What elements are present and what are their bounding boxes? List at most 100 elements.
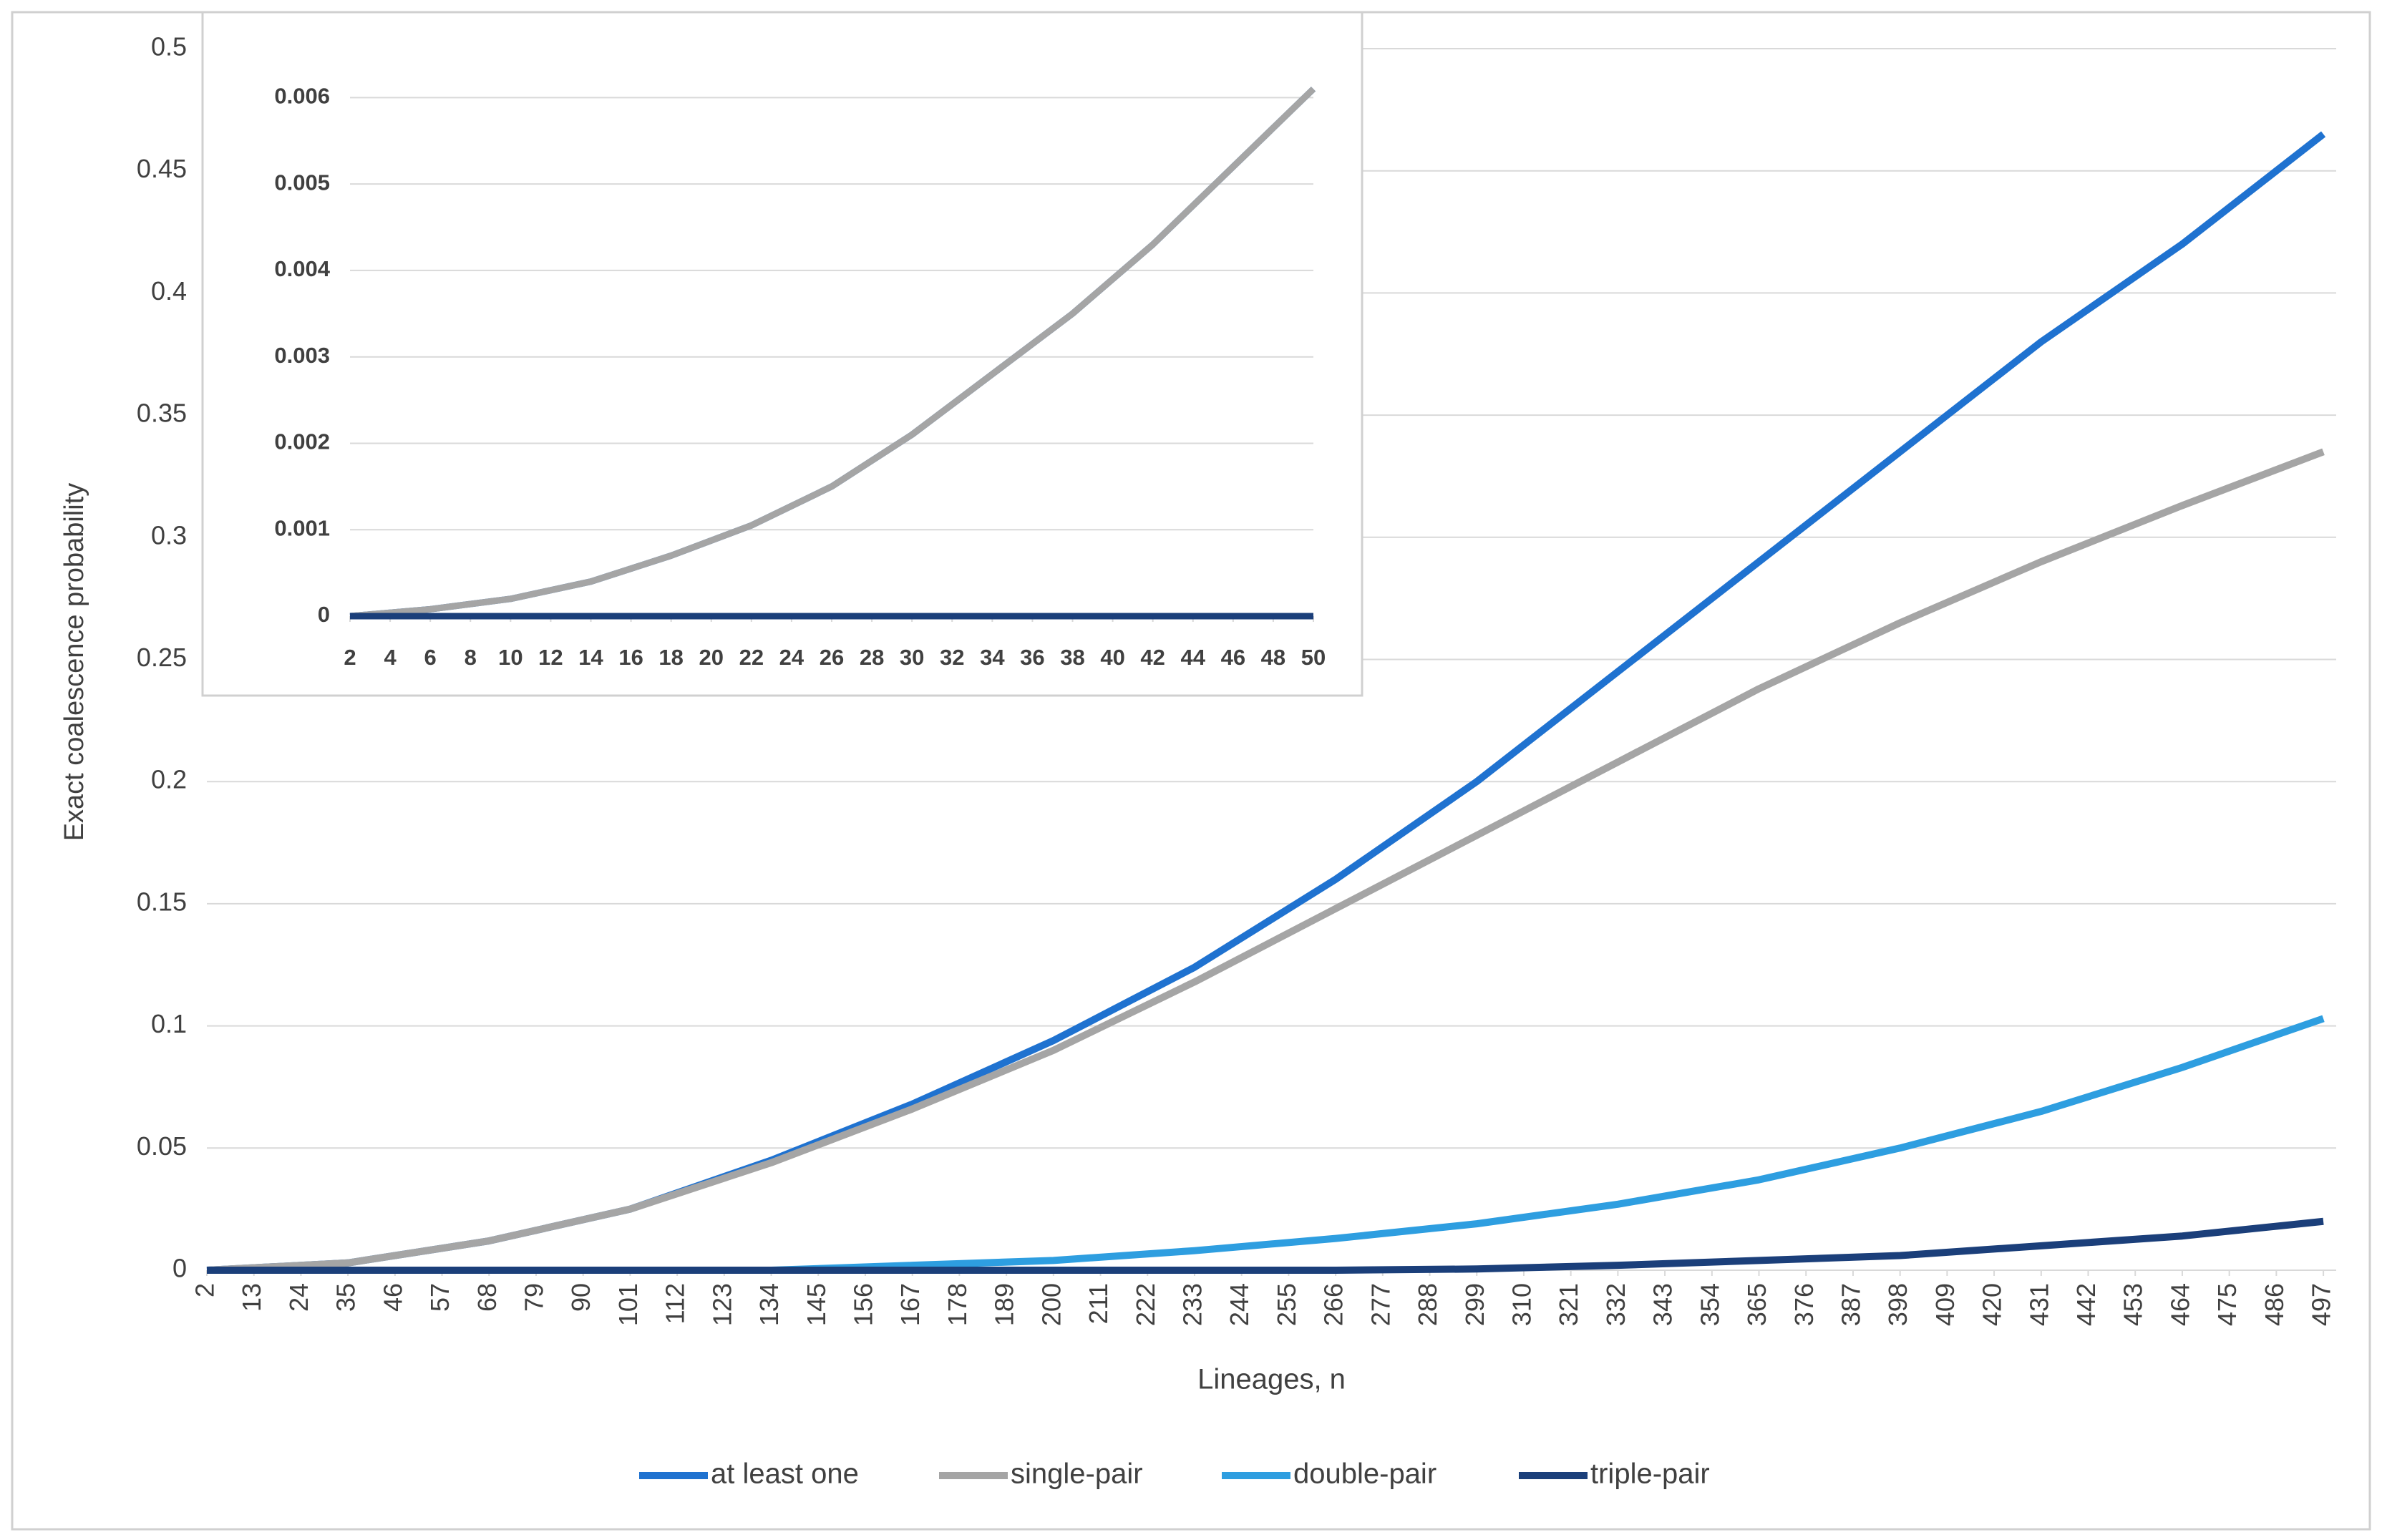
x-tick-label: 16 xyxy=(618,645,643,670)
x-tick-label: 46 xyxy=(1221,645,1245,670)
x-tick-label: 497 xyxy=(2307,1283,2336,1326)
y-tick-label: 0.05 xyxy=(137,1131,187,1161)
x-tick-label: 79 xyxy=(520,1283,549,1312)
x-tick-label: 376 xyxy=(1789,1283,1819,1326)
x-tick-label: 332 xyxy=(1601,1283,1630,1326)
x-tick-label: 30 xyxy=(900,645,924,670)
x-tick-label: 354 xyxy=(1695,1283,1724,1326)
x-tick-label: 57 xyxy=(425,1283,454,1312)
y-tick-label: 0.001 xyxy=(274,515,330,540)
x-tick-label: 112 xyxy=(661,1283,690,1324)
x-tick-label: 48 xyxy=(1261,645,1285,670)
x-tick-label: 398 xyxy=(1883,1283,1912,1326)
x-tick-label: 189 xyxy=(990,1283,1019,1326)
x-tick-label: 156 xyxy=(848,1283,878,1326)
x-tick-label: 46 xyxy=(378,1283,407,1312)
x-tick-label: 40 xyxy=(1100,645,1124,670)
y-tick-label: 0.25 xyxy=(137,643,187,672)
x-tick-label: 211 xyxy=(1084,1283,1113,1324)
x-tick-label: 12 xyxy=(538,645,563,670)
x-tick-label: 420 xyxy=(1978,1283,2007,1326)
x-tick-label: 321 xyxy=(1554,1283,1583,1326)
x-tick-label: 44 xyxy=(1181,645,1206,670)
legend-label: at least one xyxy=(711,1458,859,1490)
x-tick-label: 68 xyxy=(472,1283,502,1312)
x-tick-label: 20 xyxy=(699,645,724,670)
x-tick-label: 255 xyxy=(1272,1283,1301,1326)
x-tick-label: 409 xyxy=(1930,1283,1960,1326)
x-tick-label: 2 xyxy=(344,645,356,670)
y-tick-label: 0.45 xyxy=(137,154,187,183)
x-tick-label: 8 xyxy=(465,645,477,670)
x-tick-label: 299 xyxy=(1460,1283,1489,1326)
y-tick-label: 0.006 xyxy=(274,84,330,109)
x-tick-label: 310 xyxy=(1507,1283,1536,1326)
x-tick-label: 453 xyxy=(2119,1283,2148,1326)
y-tick-label: 0.004 xyxy=(274,256,330,281)
x-tick-label: 4 xyxy=(384,645,397,670)
x-tick-label: 28 xyxy=(860,645,884,670)
main-chart: 0 0.05 0.1 0.15 0.2 0.25 0.3 0.35 0.4 0.45 0.5 2 13 2… xyxy=(59,32,2336,1490)
x-tick-label: 288 xyxy=(1413,1283,1442,1326)
x-tick-label: 277 xyxy=(1366,1283,1395,1326)
x-tick-label: 266 xyxy=(1319,1283,1348,1326)
y-tick-label: 0.2 xyxy=(151,765,187,794)
x-axis-title: Lineages, n xyxy=(1197,1364,1346,1395)
x-tick-label: 22 xyxy=(739,645,764,670)
x-tick-label: 464 xyxy=(2165,1283,2194,1326)
inset-frame xyxy=(201,11,1363,697)
x-tick-label: 34 xyxy=(980,645,1005,670)
x-tick-label: 101 xyxy=(613,1283,643,1326)
x-tick-label: 18 xyxy=(658,645,683,670)
x-tick-label: 431 xyxy=(2024,1283,2053,1326)
legend-label: double-pair xyxy=(1293,1458,1437,1490)
x-tick-label: 24 xyxy=(284,1283,313,1312)
series-line xyxy=(206,448,2325,1274)
x-tick-label: 244 xyxy=(1225,1283,1254,1326)
y-tick-label: 0.35 xyxy=(137,399,187,428)
x-tick-label: 42 xyxy=(1140,645,1165,670)
x-tick-label: 343 xyxy=(1648,1283,1678,1326)
x-tick-label: 50 xyxy=(1301,645,1326,670)
x-tick-label: 24 xyxy=(779,645,804,670)
x-tick-label: 90 xyxy=(566,1283,596,1312)
x-tick-label: 13 xyxy=(237,1283,266,1312)
y-tick-label: 0 xyxy=(318,602,330,627)
legend-label: triple-pair xyxy=(1590,1458,1710,1490)
x-tick-label: 387 xyxy=(1836,1283,1865,1326)
series-line xyxy=(349,87,1316,620)
x-tick-label: 167 xyxy=(895,1283,925,1326)
y-tick-label: 0.005 xyxy=(274,170,330,195)
x-tick-label: 365 xyxy=(1742,1283,1771,1326)
x-tick-label: 134 xyxy=(754,1283,784,1326)
y-tick-label: 0.3 xyxy=(151,520,187,550)
y-tick-label: 0.15 xyxy=(137,887,187,916)
y-tick-label: 0.002 xyxy=(274,429,330,454)
y-tick-label: 0.5 xyxy=(151,32,187,62)
x-tick-label: 6 xyxy=(424,645,437,670)
x-tick-label: 32 xyxy=(940,645,964,670)
x-tick-label: 10 xyxy=(498,645,522,670)
legend-label: single-pair xyxy=(1011,1458,1143,1490)
y-tick-label: 0.4 xyxy=(151,276,187,306)
series-line xyxy=(207,1217,2324,1274)
y-tick-label: 0.003 xyxy=(274,343,330,368)
x-tick-label: 36 xyxy=(1020,645,1044,670)
x-tick-label: 38 xyxy=(1060,645,1084,670)
x-tick-label: 2 xyxy=(190,1283,220,1297)
x-tick-label: 178 xyxy=(943,1283,972,1326)
x-tick-label: 442 xyxy=(2071,1283,2101,1326)
x-tick-label: 233 xyxy=(1177,1283,1207,1326)
x-tick-label: 145 xyxy=(802,1283,831,1326)
y-axis-title: Exact coalescence probability xyxy=(59,483,89,842)
x-tick-label: 14 xyxy=(578,645,603,670)
x-tick-label: 35 xyxy=(331,1283,361,1312)
x-tick-label: 123 xyxy=(707,1283,737,1326)
y-tick-label: 0 xyxy=(172,1254,187,1283)
x-tick-label: 475 xyxy=(2212,1283,2242,1326)
x-tick-label: 222 xyxy=(1131,1283,1160,1326)
x-tick-label: 200 xyxy=(1036,1283,1066,1326)
x-tick-label: 486 xyxy=(2260,1283,2289,1326)
